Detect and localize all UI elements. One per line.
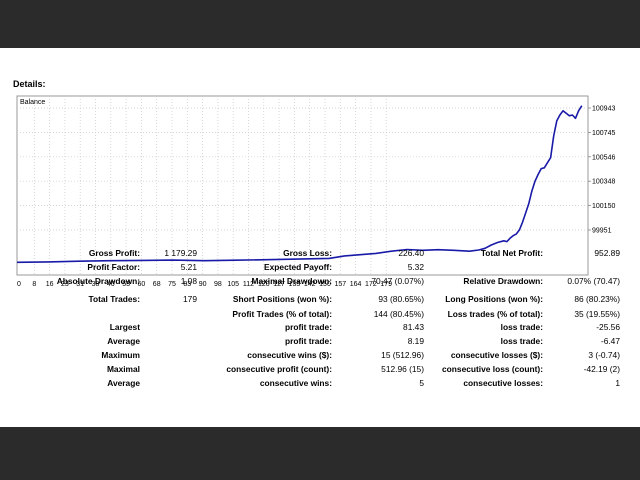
- balance-chart-svg: 0 8 16 23 31 38 46 53 60 68 75 83 90 98 105 112 120 127 13…: [16, 95, 615, 288]
- x-tick-label: 60: [138, 281, 146, 288]
- stat-value: -6.47: [600, 336, 620, 346]
- x-tick-label: 172: [365, 281, 377, 288]
- x-tick-label: 46: [107, 281, 115, 288]
- balance-chart: 0 8 16 23 31 38 46 53 60 68 75 83 90 98 105 112 120 127 13…: [0, 48, 640, 427]
- stat-value: 15 (512.96): [381, 350, 424, 360]
- stat-label: loss trade:: [500, 336, 543, 346]
- x-tick-label: 8: [32, 281, 36, 288]
- x-tick-label: 98: [214, 281, 222, 288]
- y-tick-label: 100943: [592, 106, 615, 113]
- x-tick-label: 38: [92, 281, 100, 288]
- x-tick-label: 105: [227, 281, 239, 288]
- stat-label: Long Positions (won %):: [445, 294, 543, 304]
- stat-value: 70.47 (0.07%): [371, 276, 424, 286]
- x-tick-label: 31: [76, 281, 84, 288]
- x-tick-label: 16: [46, 281, 54, 288]
- stat-value: 86 (80.23%): [574, 294, 620, 304]
- stat-value: 179: [183, 294, 197, 304]
- x-tick-label: 157: [334, 281, 346, 288]
- x-tick-label: 23: [61, 281, 69, 288]
- stat-value: 81.43: [403, 322, 424, 332]
- stat-value: 226.40: [398, 248, 424, 258]
- stat-label: profit trade:: [285, 322, 332, 332]
- stat-label: profit trade:: [285, 336, 332, 346]
- stat-value: 93 (80.65%): [378, 294, 424, 304]
- x-tick-label: 179: [380, 281, 392, 288]
- stat-label: Largest: [109, 322, 140, 332]
- stat-value: 35 (19.55%): [574, 309, 620, 319]
- stat-label: Relative Drawdown:: [463, 276, 543, 286]
- y-tick-label: 100150: [592, 203, 615, 210]
- stat-label: Profit Trades (% of total):: [232, 309, 332, 319]
- x-tick-label: 120: [258, 281, 270, 288]
- stat-label: Total Net Profit:: [480, 248, 543, 258]
- details-heading: Details:: [13, 79, 46, 89]
- stat-value: 0.07% (70.47): [567, 276, 620, 286]
- stat-value: 5.32: [407, 262, 424, 272]
- chart-title: Balance: [20, 99, 45, 106]
- y-tick-label: 100745: [592, 130, 615, 137]
- stat-label: Maximal: [106, 364, 140, 374]
- x-tick-label: 135: [289, 281, 301, 288]
- statistics-table: Gross Profit: 1 179.29 Gross Loss: 226.40 To…: [0, 48, 640, 427]
- x-tick-label: 83: [183, 281, 191, 288]
- stat-label: Expected Payoff:: [264, 262, 332, 272]
- x-tick-label: 150: [319, 281, 331, 288]
- stat-label: Loss trades (% of total):: [447, 309, 543, 319]
- stat-value: 8.19: [407, 336, 424, 346]
- stat-value: 5: [419, 378, 424, 388]
- balance-series-line: [16, 105, 583, 264]
- stat-label: consecutive losses ($):: [450, 350, 543, 360]
- stat-value: 1: [615, 378, 620, 388]
- y-tick-label: 99951: [592, 228, 612, 235]
- x-tick-label: 75: [168, 281, 176, 288]
- y-tick-label: 100348: [592, 179, 615, 186]
- stat-label: Gross Profit:: [88, 248, 140, 258]
- stat-value: 1.08: [180, 276, 197, 286]
- stat-label: consecutive losses:: [463, 378, 543, 388]
- x-tick-label: 53: [122, 281, 130, 288]
- stat-value: 1 179.29: [164, 248, 197, 258]
- stat-label: consecutive wins ($):: [247, 350, 332, 360]
- x-tick-label: 90: [199, 281, 207, 288]
- stat-label: Average: [107, 336, 140, 346]
- y-tick-label: 100546: [592, 154, 615, 161]
- stat-value: -25.56: [596, 322, 620, 332]
- x-tick-label: 164: [350, 281, 362, 288]
- stat-value: 144 (80.45%): [373, 309, 424, 319]
- stat-label: Gross Loss:: [283, 248, 332, 258]
- stat-label: Average: [107, 378, 140, 388]
- stat-label: loss trade:: [500, 322, 543, 332]
- x-tick-label: 0: [17, 281, 21, 288]
- stat-value: 952.89: [594, 248, 620, 258]
- stat-label: Total Trades:: [88, 294, 141, 304]
- stat-label: consecutive profit (count):: [226, 364, 332, 374]
- stat-label: Maximal Drawdown:: [251, 276, 332, 286]
- stat-label: Absolute Drawdown:: [56, 276, 140, 286]
- stat-value: 5.21: [180, 262, 197, 272]
- stat-label: Profit Factor:: [87, 262, 140, 272]
- x-tick-label: 142: [304, 281, 316, 288]
- stat-label: Maximum: [101, 350, 140, 360]
- x-tick-label: 112: [243, 281, 254, 288]
- x-tick-label: 127: [273, 281, 285, 288]
- stat-value: 512.96 (15): [381, 364, 424, 374]
- strategy-report-panel: Details: 0 8 16 23 31 38 46 53 60 68 75 83 90 98 105 11…: [0, 48, 640, 427]
- stat-label: Short Positions (won %):: [232, 294, 332, 304]
- x-tick-label: 68: [153, 281, 161, 288]
- stat-value: -42.19 (2): [583, 364, 620, 374]
- stat-label: consecutive wins:: [259, 378, 332, 388]
- stat-value: 3 (-0.74): [588, 350, 620, 360]
- stat-label: consecutive loss (count):: [442, 364, 543, 374]
